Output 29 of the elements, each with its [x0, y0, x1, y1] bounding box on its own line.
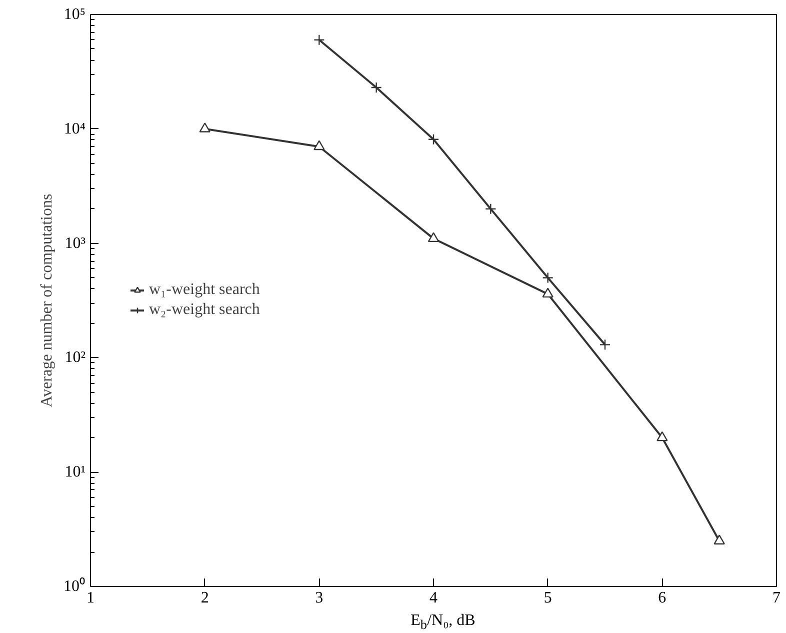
- point: [599, 339, 611, 350]
- x-tick-label: 1: [86, 590, 94, 606]
- y-tick-label: 10²: [64, 349, 86, 366]
- point: [314, 34, 325, 46]
- x-tick-label: 2: [200, 590, 209, 606]
- legend-label: w₁-weight search: [149, 281, 260, 299]
- x-tick-label: 5: [544, 590, 552, 606]
- y-tick-label: 10⁰: [64, 577, 86, 595]
- point: [542, 288, 554, 298]
- point: [714, 534, 725, 544]
- legend-label: w₂-weight search: [149, 301, 260, 319]
- point: [314, 140, 325, 150]
- point: [428, 232, 440, 242]
- x-tick-label: 6: [658, 590, 666, 606]
- y-axis-title: Average number of computations: [38, 194, 56, 408]
- point: [656, 431, 668, 442]
- point: [370, 82, 382, 94]
- x-tick-label: 4: [430, 590, 438, 606]
- x-tick-label: 3: [315, 590, 324, 606]
- x-tick-label: 7: [772, 590, 780, 606]
- point: [428, 134, 440, 145]
- y-tick-label: 10³: [64, 234, 86, 252]
- point: [542, 272, 554, 284]
- y-tick-label: 10⁴: [64, 120, 86, 138]
- x-axis-title: E$_{b}$/N₀, dB: [410, 611, 476, 633]
- y-tick-label: 10¹: [64, 464, 86, 481]
- y-tick-label: 10⁵: [64, 6, 86, 23]
- point: [485, 203, 496, 214]
- point: [199, 122, 210, 132]
